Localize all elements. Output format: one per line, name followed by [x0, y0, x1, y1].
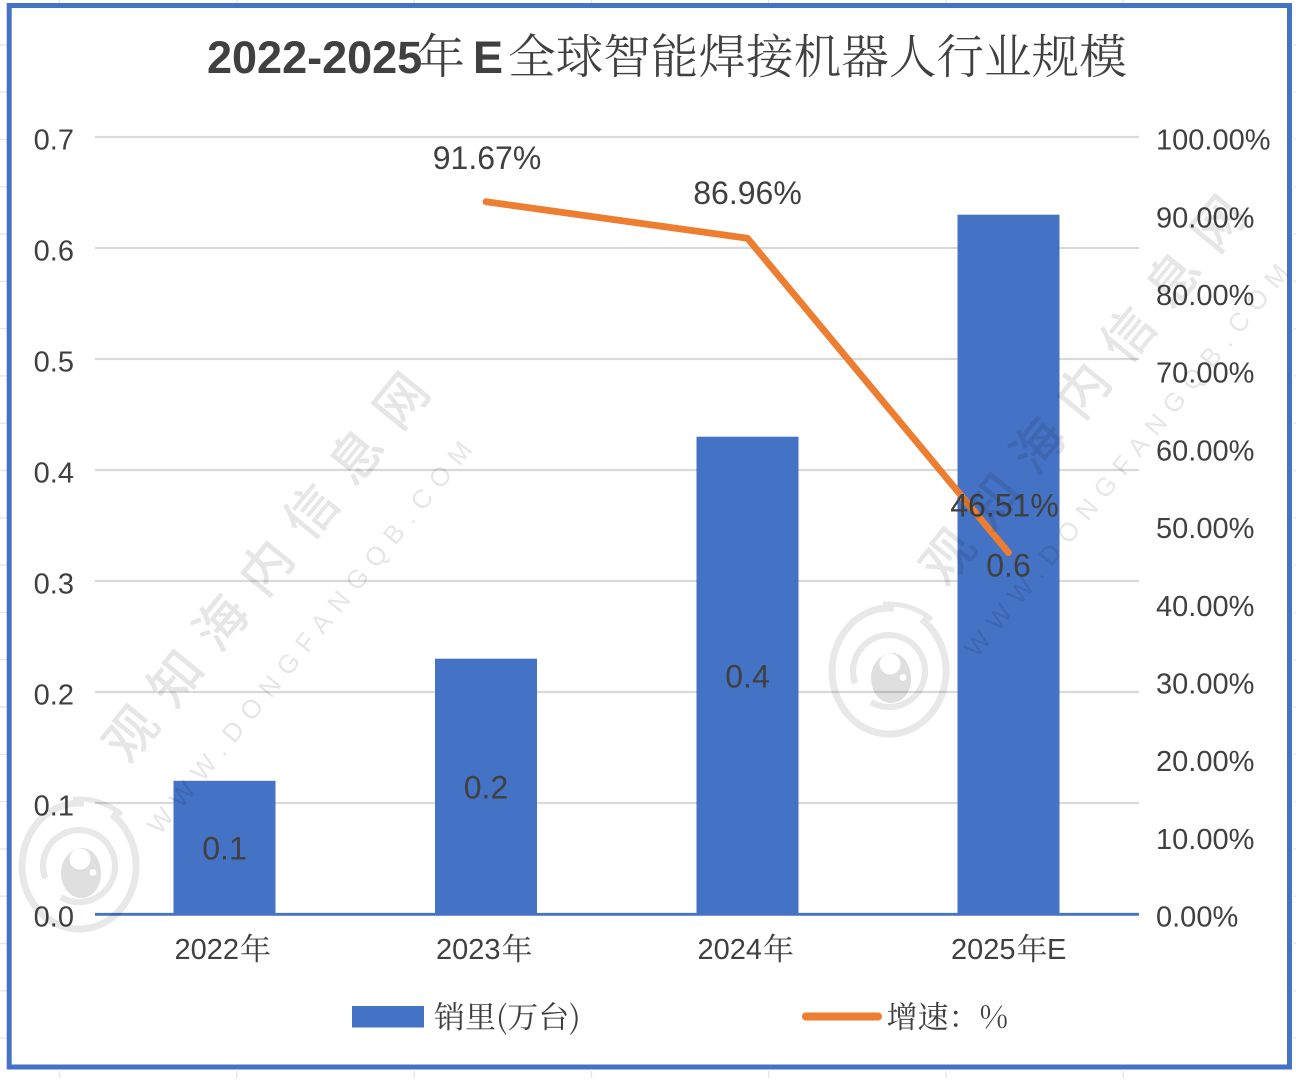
svg-text:2025: 2025: [951, 934, 1016, 966]
svg-text:E: E: [1047, 934, 1066, 966]
svg-text:2024: 2024: [698, 934, 763, 966]
svg-text:100.00%: 100.00%: [1156, 125, 1271, 157]
svg-text:50.00%: 50.00%: [1156, 513, 1254, 545]
svg-text:0.2: 0.2: [34, 679, 74, 711]
svg-text:0.6: 0.6: [986, 547, 1030, 583]
svg-text:2022-2025: 2022-2025: [207, 32, 422, 83]
svg-text:20.00%: 20.00%: [1156, 746, 1254, 778]
svg-text:0.00%: 0.00%: [1156, 902, 1238, 934]
svg-text:30.00%: 30.00%: [1156, 669, 1254, 701]
svg-text:91.67%: 91.67%: [433, 140, 542, 176]
svg-text:2023: 2023: [436, 934, 501, 966]
svg-text:0.3: 0.3: [34, 568, 74, 600]
svg-text:0.4: 0.4: [725, 658, 769, 694]
svg-text:2022: 2022: [175, 934, 240, 966]
svg-text:40.00%: 40.00%: [1156, 591, 1254, 623]
svg-text:E: E: [473, 32, 503, 83]
svg-text:0.2: 0.2: [464, 769, 508, 805]
svg-text:0.6: 0.6: [34, 235, 74, 267]
svg-text:70.00%: 70.00%: [1156, 358, 1254, 390]
svg-text:10.00%: 10.00%: [1156, 824, 1254, 856]
svg-text:60.00%: 60.00%: [1156, 435, 1254, 467]
svg-text:0.4: 0.4: [34, 457, 74, 489]
svg-text:0.1: 0.1: [202, 830, 246, 866]
svg-text:86.96%: 86.96%: [693, 175, 802, 211]
svg-text:0.7: 0.7: [34, 124, 74, 156]
svg-text:0.5: 0.5: [34, 346, 74, 378]
